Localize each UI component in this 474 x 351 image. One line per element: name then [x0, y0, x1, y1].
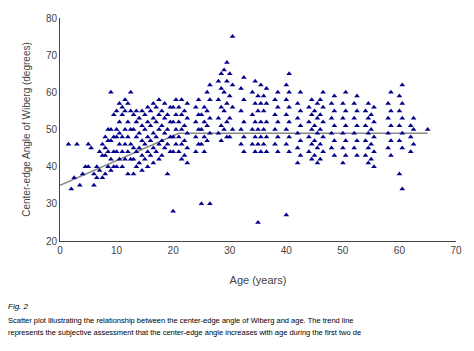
- svg-text:20: 20: [168, 245, 180, 256]
- svg-text:80: 80: [46, 13, 58, 24]
- svg-text:50: 50: [46, 124, 58, 135]
- svg-text:60: 60: [46, 87, 58, 98]
- svg-text:Center-edge Angle of Wiberg (d: Center-edge Angle of Wiberg (degrees): [21, 42, 32, 217]
- svg-text:Scatter plot illustrating the: Scatter plot illustrating the relationsh…: [8, 316, 354, 325]
- svg-text:40: 40: [46, 161, 58, 172]
- svg-text:30: 30: [46, 198, 58, 209]
- svg-text:Age (years): Age (years): [230, 274, 287, 286]
- svg-text:50: 50: [337, 245, 349, 256]
- svg-text:represents the subjective asse: represents the subjective assessment tha…: [8, 328, 361, 337]
- svg-text:70: 70: [46, 50, 58, 61]
- svg-text:Fig. 2: Fig. 2: [8, 302, 29, 311]
- svg-text:30: 30: [224, 245, 236, 256]
- svg-text:0: 0: [57, 245, 63, 256]
- svg-text:70: 70: [450, 245, 462, 256]
- svg-text:10: 10: [111, 245, 123, 256]
- svg-text:20: 20: [46, 236, 58, 247]
- svg-text:40: 40: [281, 245, 293, 256]
- svg-text:60: 60: [394, 245, 406, 256]
